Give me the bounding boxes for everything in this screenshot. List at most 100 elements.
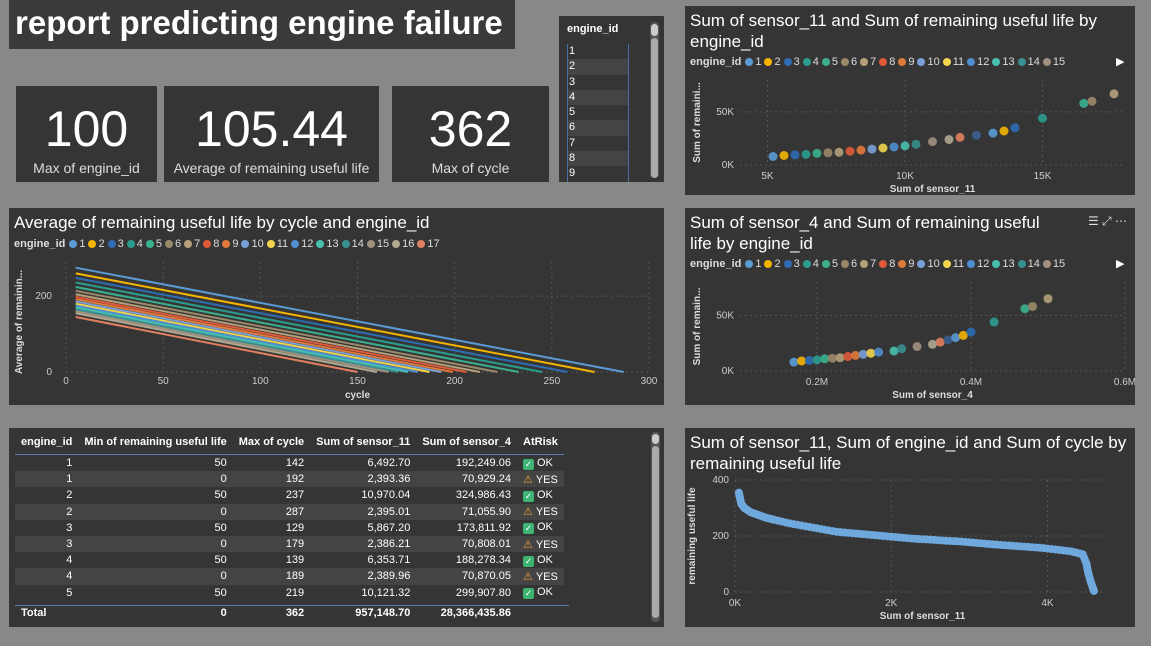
legend-item[interactable]: 16	[392, 238, 414, 250]
column-header[interactable]: Min of remaining useful life	[78, 430, 233, 455]
table-scrollbar-top[interactable]	[652, 434, 659, 444]
legend-item[interactable]: 14	[1017, 56, 1040, 68]
legend-item[interactable]: 9	[898, 56, 914, 68]
slicer-scrollbar-thumb[interactable]	[651, 38, 658, 178]
legend-item[interactable]: 6	[840, 258, 857, 270]
data-point	[999, 126, 1009, 136]
line-chart-rul-cycle-panel[interactable]: Average of remaining useful life by cycl…	[9, 208, 664, 405]
table-row[interactable]: 3 50 129 5,867.20 173,811.92 ✓ OK	[15, 520, 564, 536]
legend-item[interactable]: 13	[316, 238, 339, 250]
legend-item[interactable]: 5	[821, 56, 838, 68]
more-options-icon[interactable]: ⋯	[1115, 214, 1127, 228]
legend-item[interactable]: 5	[821, 258, 838, 270]
legend-item[interactable]: 9	[898, 258, 914, 270]
column-header[interactable]: Sum of sensor_11	[310, 430, 417, 455]
legend-item[interactable]: 10	[917, 56, 940, 68]
table-row[interactable]: 5 50 219 10,121.32 299,907.80 ✓ OK	[15, 585, 564, 601]
legend-next-icon[interactable]: ▶	[1116, 258, 1125, 270]
kpi-card-avg-rul[interactable]: 105.44 Average of remaining useful life	[164, 86, 379, 182]
legend-item[interactable]: 14	[341, 238, 364, 250]
legend-item[interactable]: 7	[860, 56, 876, 68]
legend-item[interactable]: 5	[145, 238, 162, 250]
column-header[interactable]: AtRisk	[516, 430, 564, 455]
legend-item[interactable]: 14	[1017, 258, 1040, 270]
table-scrollbar-thumb[interactable]	[652, 446, 659, 618]
visual-header-icons[interactable]: ☰ ⤢ ⋯	[1088, 214, 1127, 229]
focus-mode-icon[interactable]: ⤢	[1102, 214, 1112, 228]
legend-item[interactable]: 7	[184, 238, 200, 250]
table-row[interactable]: 2 0 287 2,395.01 71,055.90 ⚠ YES	[15, 503, 564, 520]
legend-item[interactable]: 10	[241, 238, 264, 250]
slicer-item[interactable]: 3	[569, 75, 576, 88]
slicer-item[interactable]: 2	[568, 59, 628, 75]
column-header[interactable]: Max of cycle	[232, 430, 311, 455]
table-row[interactable]: 3 0 179 2,386.21 70,808.01 ⚠ YES	[15, 535, 564, 553]
scatter-rul-panel[interactable]: Sum of sensor_11, Sum of engine_id and S…	[685, 428, 1135, 627]
scatter3-plot[interactable]: 0 200 400 0K 2K 4K Sum of sensor_11 remaining u…	[685, 472, 1135, 627]
legend-item[interactable]: 6	[164, 238, 181, 250]
legend-item[interactable]: 12	[291, 238, 313, 250]
legend-item[interactable]: 2	[764, 56, 781, 68]
legend-item[interactable]: 11	[942, 258, 964, 270]
legend-item[interactable]: 11	[266, 238, 288, 250]
legend-item[interactable]: 2	[764, 258, 781, 270]
legend-item[interactable]: 8	[879, 258, 895, 270]
legend[interactable]: engine_id 1 2 3 4 5 6 7 8 9 10 11 12 13 14 15 16 17	[14, 238, 443, 250]
scatter1-plot[interactable]: 0K 50K 5K 10K 15K Sum of sensor_11 Sum of rema…	[685, 70, 1135, 195]
legend-item[interactable]: 15	[366, 238, 389, 250]
legend-item[interactable]: 3	[783, 258, 800, 270]
legend-item[interactable]: 2	[88, 238, 105, 250]
table-row[interactable]: 1 0 192 2,393.36 70,929.24 ⚠ YES	[15, 471, 564, 488]
slicer-item[interactable]: 5	[569, 106, 576, 119]
legend-item[interactable]: 12	[967, 56, 989, 68]
slicer-item[interactable]: 7	[569, 136, 576, 149]
filter-icon[interactable]: ☰	[1087, 214, 1099, 228]
legend-item[interactable]: 15	[1042, 56, 1065, 68]
legend-item[interactable]: 13	[992, 56, 1015, 68]
legend-item[interactable]: 4	[802, 56, 819, 68]
table-row[interactable]: 4 50 139 6,353.71 188,278.34 ✓ OK	[15, 552, 564, 568]
legend-item[interactable]: 4	[802, 258, 819, 270]
legend-item[interactable]: 12	[967, 258, 989, 270]
slicer-scrollbar-top[interactable]	[651, 24, 658, 36]
column-header[interactable]: Sum of sensor_4	[416, 430, 517, 455]
slicer-item[interactable]: 4	[568, 89, 628, 106]
legend-item[interactable]: 17	[417, 238, 440, 250]
engine-table-panel[interactable]: engine_id Min of remaining useful life Max…	[9, 428, 664, 627]
legend-item[interactable]: 15	[1042, 258, 1065, 270]
slicer-item[interactable]: 8	[568, 151, 628, 167]
legend[interactable]: engine_id 1 2 3 4 5 6 7 8 9 10 11 12 13 14 15	[690, 258, 1068, 270]
slicer-item[interactable]: 9	[569, 167, 576, 180]
table-row[interactable]: 4 0 189 2,389.96 70,870.05 ⚠ YES	[15, 568, 564, 585]
slicer-item[interactable]: 1	[569, 45, 576, 57]
legend-item[interactable]: 3	[107, 238, 124, 250]
scatter-sensor11-rul-panel[interactable]: Sum of sensor_11 and Sum of remaining us…	[685, 6, 1135, 195]
legend-next-icon[interactable]: ▶	[1116, 56, 1125, 68]
legend[interactable]: engine_id 1 2 3 4 5 6 7 8 9 10 11 12 13 14 15	[690, 56, 1068, 68]
legend-item[interactable]: 8	[203, 238, 219, 250]
scatter2-plot[interactable]: 0K 50K 0.2M 0.4M 0.6M Sum of sensor_4 Sum of r…	[685, 272, 1135, 405]
engine-table[interactable]: engine_id Min of remaining useful life Max…	[15, 430, 564, 601]
legend-item[interactable]: 8	[879, 56, 895, 68]
table-row[interactable]: 2 50 237 10,970.04 324,986.43 ✓ OK	[15, 487, 564, 503]
table-row[interactable]: 1 50 142 6,492.70 192,249.06 ✓ OK	[15, 455, 564, 472]
legend-item[interactable]: 7	[860, 258, 876, 270]
legend-item[interactable]: 6	[840, 56, 857, 68]
legend-item[interactable]: 10	[917, 258, 940, 270]
legend-item[interactable]: 3	[783, 56, 800, 68]
legend-item[interactable]: 13	[992, 258, 1015, 270]
legend-item[interactable]: 1	[745, 258, 761, 270]
scatter-sensor4-rul-panel[interactable]: Sum of sensor_4 and Sum of remaining use…	[685, 208, 1135, 405]
legend-item[interactable]: 9	[222, 238, 238, 250]
legend-item[interactable]: 1	[69, 238, 85, 250]
column-header[interactable]: engine_id	[15, 430, 79, 455]
kpi-card-max-engine-id[interactable]: 100 Max of engine_id	[16, 86, 157, 182]
line-chart-plot[interactable]: 0 200 0 50 100 150 200 250 300 cycle Average of re…	[9, 252, 664, 405]
slicer-item[interactable]: 6	[568, 120, 628, 136]
legend-item[interactable]: 11	[942, 56, 964, 68]
legend-item[interactable]: 1	[745, 56, 761, 68]
legend-item[interactable]: 4	[126, 238, 143, 250]
kpi-card-max-cycle[interactable]: 362 Max of cycle	[392, 86, 549, 182]
